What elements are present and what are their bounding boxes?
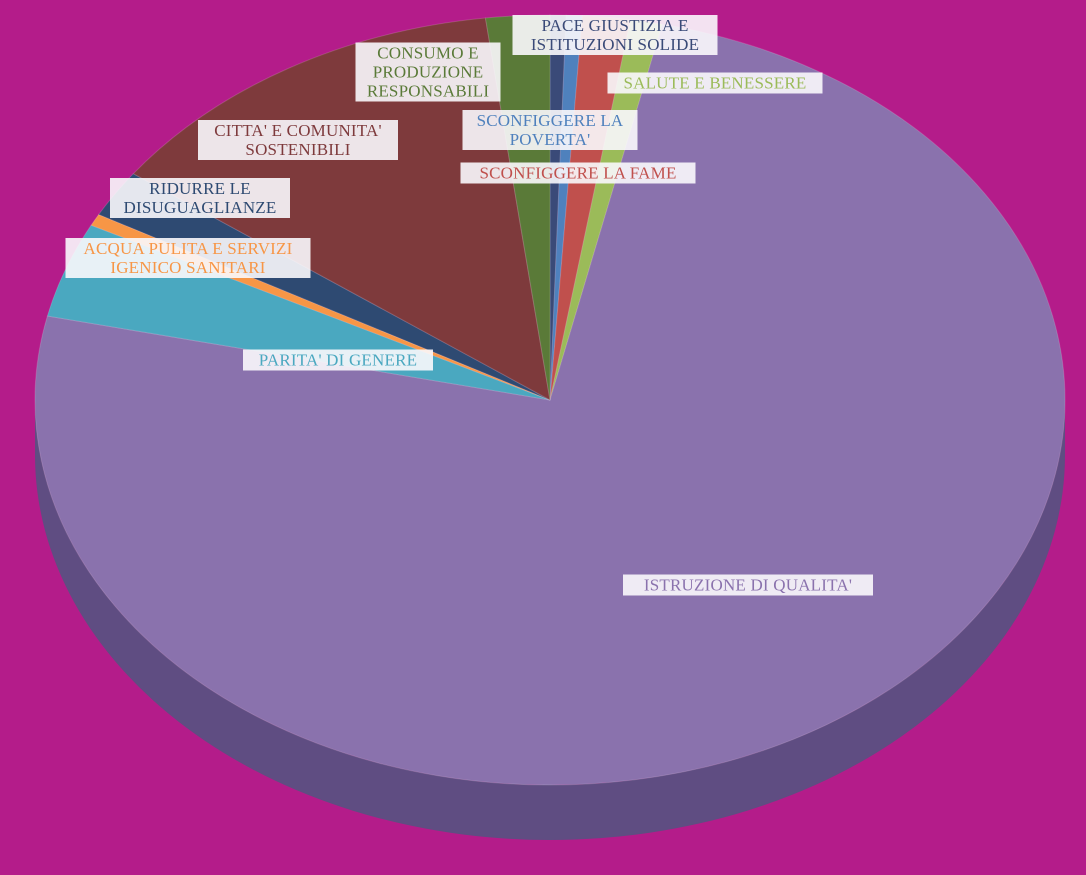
slice-label: SCONFIGGERE LA FAME [460, 162, 696, 184]
slice-label: CONSUMO E PRODUZIONE RESPONSABILI [355, 42, 501, 102]
slice-label: SALUTE E BENESSERE [607, 72, 823, 94]
slice-label: CITTA' E COMUNITA' SOSTENIBILI [198, 120, 398, 160]
slice-label: SCONFIGGERE LA POVERTA' [462, 110, 638, 150]
pie-slice [132, 17, 551, 401]
slice-label: PACE GIUSTIZIA E ISTITUZIONI SOLIDE [512, 15, 718, 55]
slice-label: ISTRUZIONE DI QUALITA' [623, 574, 873, 596]
slice-label: ACQUA PULITA E SERVIZI IGENICO SANITARI [65, 238, 311, 278]
slice-label: PARITA' DI GENERE [243, 349, 433, 371]
slice-label: RIDURRE LE DISUGUAGLIANZE [110, 178, 290, 218]
